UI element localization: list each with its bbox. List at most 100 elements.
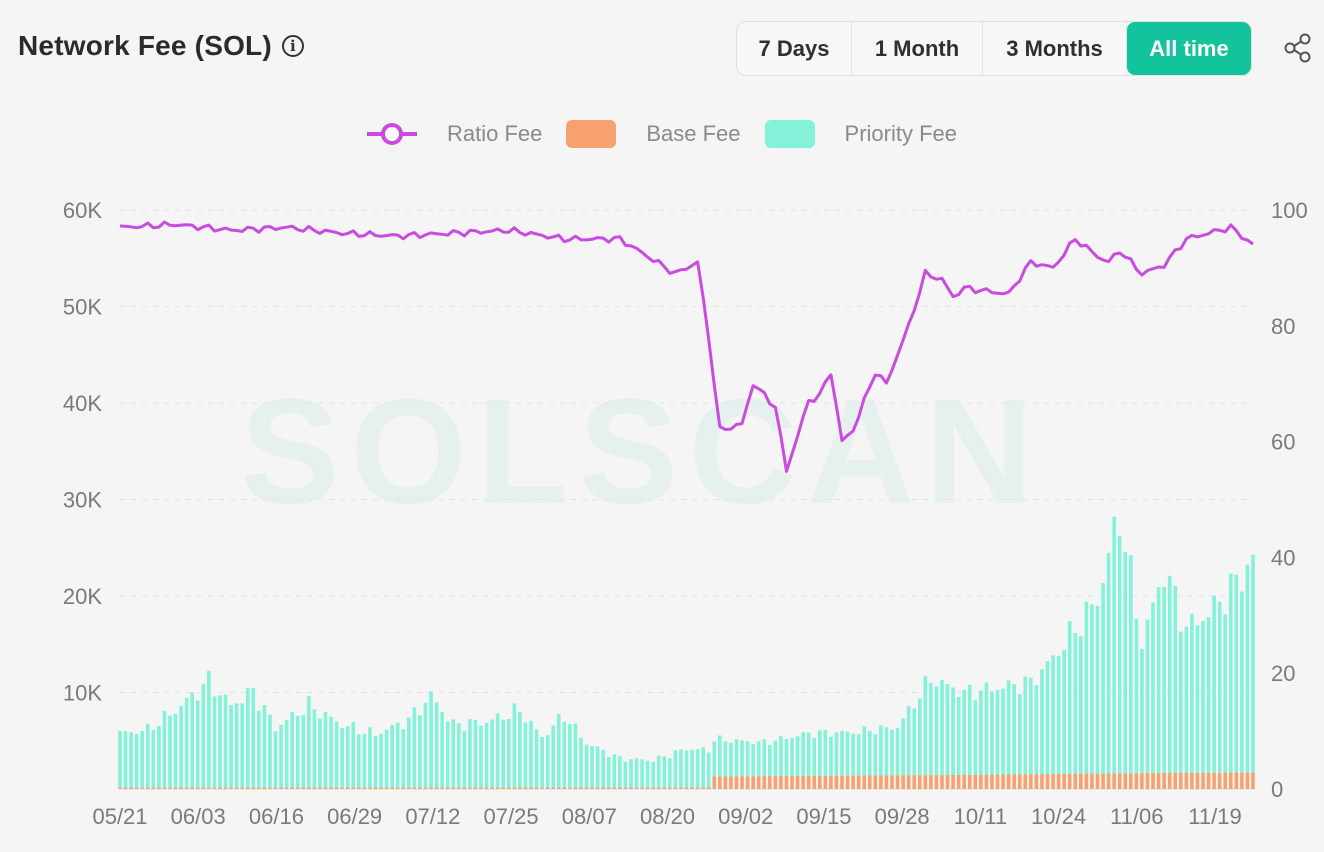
base-fee-bar	[1184, 772, 1189, 789]
priority-fee-bar	[423, 702, 428, 788]
priority-fee-bar	[212, 696, 217, 788]
base-fee-bar	[129, 787, 133, 789]
priority-fee-bar	[1201, 620, 1205, 773]
base-fee-bar	[295, 787, 300, 789]
base-fee-bar	[140, 787, 145, 789]
priority-fee-bar	[207, 670, 211, 788]
priority-fee-bar	[323, 711, 328, 788]
base-fee-bar	[712, 776, 717, 789]
base-fee-bar	[540, 787, 544, 789]
legend-item-ratio-fee[interactable]: Ratio Fee	[366, 119, 543, 149]
priority-fee-bar	[362, 733, 367, 788]
priority-fee-bar	[973, 700, 978, 775]
base-fee-bar	[1212, 772, 1216, 789]
base-fee-bar	[279, 787, 283, 789]
priority-fee-bar	[440, 711, 444, 788]
priority-fee-bar	[768, 744, 772, 777]
base-fee-bar	[1040, 774, 1044, 789]
range-3-months-button[interactable]: 3 Months	[983, 22, 1127, 75]
base-fee-bar	[351, 787, 356, 789]
base-fee-bar	[1240, 772, 1244, 789]
priority-fee-bar	[307, 696, 311, 788]
base-fee-bar	[240, 787, 244, 789]
priority-fee-bar	[301, 715, 306, 788]
base-fee-bar	[168, 787, 172, 789]
base-fee-bar	[423, 787, 428, 789]
y-left-tick-label: 20K	[63, 584, 102, 609]
base-fee-bar	[779, 776, 783, 789]
priority-fee-bar	[123, 731, 128, 788]
priority-fee-bar	[1217, 601, 1222, 773]
priority-fee-bar	[534, 729, 539, 788]
priority-fee-bar	[479, 725, 483, 788]
priority-fee-bar	[606, 757, 611, 788]
range-1-month-button[interactable]: 1 Month	[852, 22, 983, 75]
priority-fee-bar	[273, 731, 278, 788]
base-fee-bar	[506, 787, 511, 789]
priority-fee-bar	[384, 729, 389, 788]
base-fee-legend-icon	[566, 120, 617, 148]
base-fee-bar	[1245, 772, 1250, 789]
base-fee-bar	[1090, 773, 1094, 789]
time-range-selector: 7 Days 1 Month 3 Months All time	[736, 21, 1252, 76]
base-fee-bar	[207, 787, 211, 789]
base-fee-bar	[645, 787, 650, 789]
priority-fee-bar	[451, 719, 456, 788]
priority-fee-bar	[673, 750, 678, 788]
base-fee-bar	[656, 787, 661, 789]
x-tick-label: 08/20	[640, 804, 695, 829]
priority-fee-bar	[829, 736, 833, 776]
base-fee-bar	[201, 787, 206, 789]
base-fee-bar	[1178, 772, 1183, 789]
base-fee-bar	[173, 787, 178, 789]
priority-fee-bar	[268, 714, 272, 788]
priority-fee-bar	[979, 690, 983, 775]
base-fee-bar	[917, 775, 922, 789]
legend-item-base-fee[interactable]: Base Fee	[566, 120, 741, 148]
priority-fee-bar	[456, 723, 461, 788]
legend-item-priority-fee[interactable]: Priority Fee	[764, 120, 957, 148]
legend-label-base-fee: Base Fee	[646, 121, 741, 146]
priority-fee-bar	[723, 741, 728, 777]
priority-fee-bar	[1123, 551, 1128, 774]
priority-fee-bar	[401, 729, 406, 788]
base-fee-bar	[923, 775, 928, 789]
priority-fee-bar	[645, 760, 650, 788]
base-fee-bar	[323, 787, 328, 789]
share-icon[interactable]	[1283, 33, 1313, 63]
x-tick-label: 07/25	[484, 804, 539, 829]
base-fee-bar	[151, 787, 156, 789]
priority-fee-bar	[718, 735, 722, 777]
priority-fee-bar	[745, 741, 750, 777]
base-fee-bar	[817, 775, 822, 789]
priority-fee-bar	[1112, 516, 1116, 774]
base-fee-bar	[440, 787, 444, 789]
legend-label-ratio-fee: Ratio Fee	[446, 121, 543, 146]
base-fee-bar	[118, 787, 122, 789]
priority-fee-bar	[506, 719, 511, 788]
base-fee-bar	[929, 775, 933, 789]
range-7-days-button[interactable]: 7 Days	[737, 22, 852, 75]
priority-fee-bar	[1173, 585, 1178, 773]
range-all-time-button[interactable]: All time	[1127, 22, 1251, 75]
priority-fee-bar	[801, 732, 805, 776]
base-fee-bar	[745, 776, 750, 789]
priority-fee-bar	[690, 749, 694, 788]
ratio-fee-legend-icon	[366, 123, 417, 145]
priority-fee-bar	[540, 737, 544, 788]
priority-fee-bar	[1051, 655, 1055, 775]
priority-fee-bar	[1117, 535, 1122, 774]
priority-fee-bar	[573, 723, 578, 788]
priority-fee-bar	[806, 732, 811, 776]
base-fee-bar	[268, 787, 272, 789]
base-fee-bar	[162, 787, 167, 789]
priority-fee-bar	[584, 744, 589, 788]
priority-fee-bar	[823, 730, 828, 776]
priority-fee-bar	[1129, 555, 1133, 774]
base-fee-bar	[1151, 773, 1155, 789]
base-fee-bar	[606, 787, 611, 789]
info-icon[interactable]: i	[281, 35, 304, 57]
x-tick-label: 07/12	[405, 804, 460, 829]
priority-fee-bar	[651, 762, 655, 788]
priority-fee-bar	[879, 725, 883, 776]
